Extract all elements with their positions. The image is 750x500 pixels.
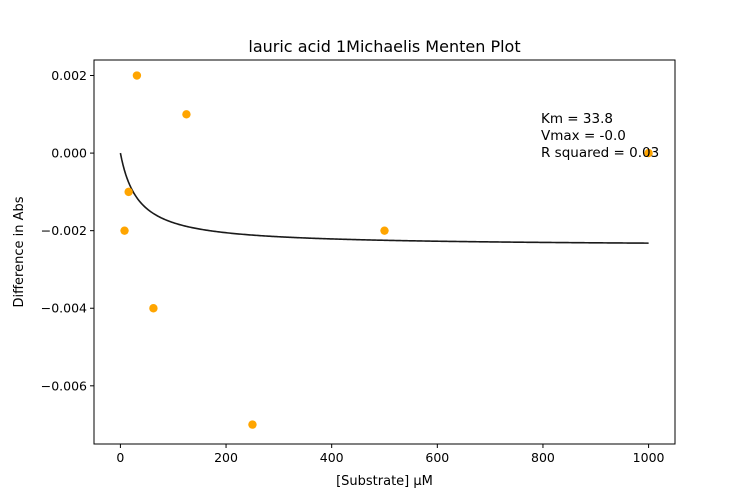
y-tick-label: −0.006 [41, 378, 87, 393]
y-tick-label: 0.000 [51, 146, 87, 161]
axes-frame [93, 59, 676, 445]
y-axis: 0.002 0.000 −0.002 −0.004 −0.006 [41, 68, 94, 393]
annotation-vmax: Vmax = -0.0 [541, 128, 626, 144]
data-point [182, 110, 191, 119]
y-tick-label: −0.004 [41, 301, 87, 316]
data-points-layer [120, 71, 653, 429]
data-point [149, 304, 158, 313]
annotation-r-squared: R squared = 0.03 [541, 145, 659, 161]
data-point [124, 187, 133, 197]
x-axis-label: [Substrate] μM [336, 474, 433, 489]
y-tick-label: 0.002 [51, 68, 87, 83]
x-tick-label: 800 [531, 450, 555, 465]
x-tick-label: 600 [425, 450, 449, 465]
x-tick-label: 0 [116, 450, 124, 465]
data-point [132, 71, 142, 80]
y-tick-label: −0.002 [41, 223, 87, 238]
y-axis-label: Difference in Abs [12, 196, 27, 307]
data-point [120, 226, 129, 235]
x-tick-label: 400 [320, 450, 344, 465]
fit-curve [119, 152, 649, 244]
x-axis: 0 200 400 600 800 1000 [116, 444, 665, 465]
data-point [248, 420, 257, 429]
plot-area [93, 59, 676, 445]
chart-title: lauric acid 1Michaelis Menten Plot [248, 37, 520, 56]
fit-annotation: Km = 33.8 Vmax = -0.0 R squared = 0.03 [541, 111, 659, 161]
x-tick-label: 1000 [633, 450, 665, 465]
x-tick-label: 200 [214, 450, 238, 465]
data-point [644, 148, 653, 158]
fit-curve-layer [119, 152, 649, 244]
annotation-km: Km = 33.8 [541, 111, 613, 127]
data-point [380, 226, 389, 235]
